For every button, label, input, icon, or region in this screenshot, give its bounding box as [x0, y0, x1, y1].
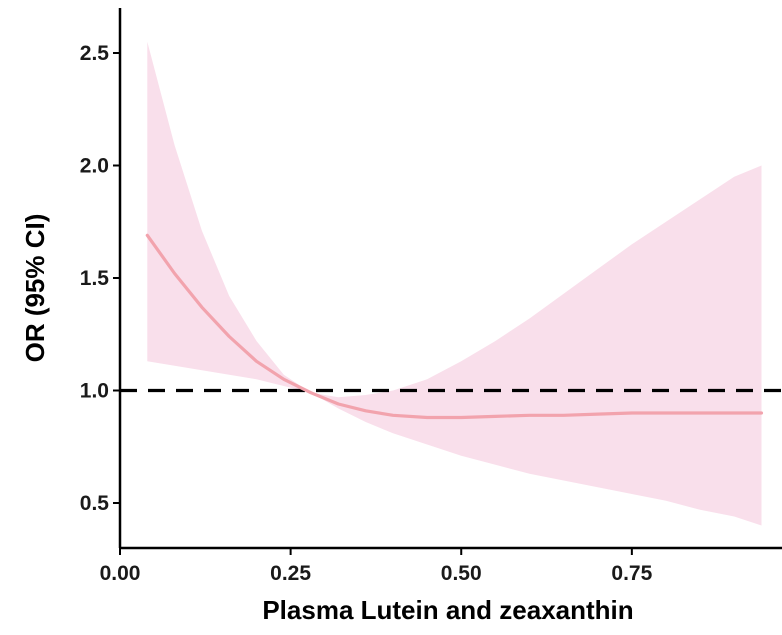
y-tick-label: 1.0 [80, 380, 109, 403]
y-tick-label: 2.5 [80, 42, 110, 65]
y-tick-label: 2.0 [80, 155, 109, 178]
ticks: 0.5 1.0 1.5 2.0 2.5 0.00 0.25 0.50 0.75 [80, 42, 653, 585]
y-tick-label: 1.5 [80, 267, 110, 290]
x-tick-label: 0.00 [100, 562, 141, 585]
x-tick-label: 0.50 [441, 562, 482, 585]
x-axis-title: Plasma Lutein and zeaxanthin [262, 595, 633, 625]
x-tick-label: 0.25 [270, 562, 311, 585]
or-curve [145, 233, 764, 420]
confidence-band [147, 41, 762, 526]
or-line [145, 233, 764, 420]
ci-band-area [147, 41, 762, 526]
x-tick-label: 0.75 [611, 562, 652, 585]
y-axis-title: OR (95% CI) [20, 214, 50, 363]
y-tick-label: 0.5 [80, 492, 110, 515]
